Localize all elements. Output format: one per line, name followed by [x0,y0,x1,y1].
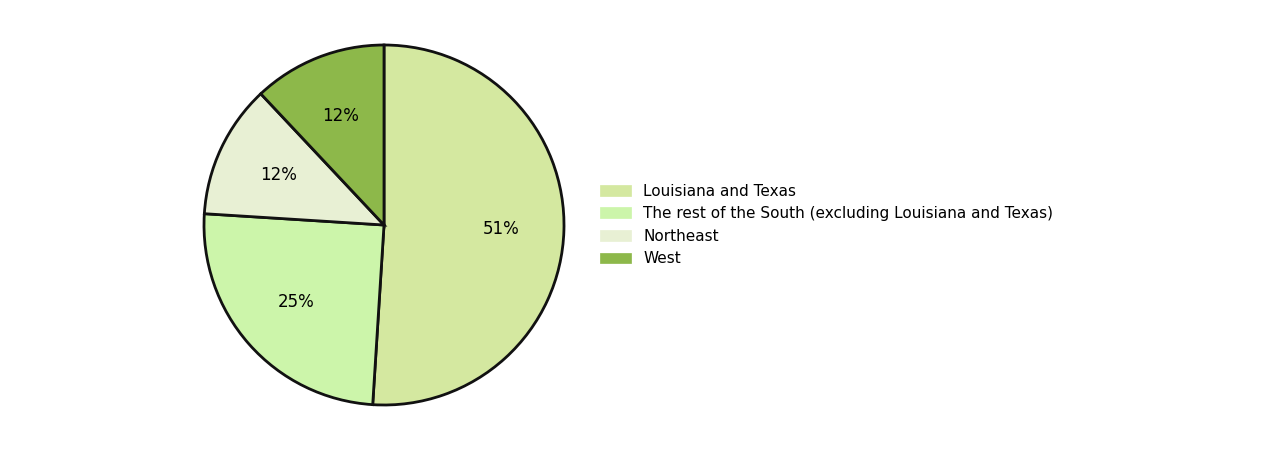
Text: 12%: 12% [323,107,360,125]
Text: 12%: 12% [260,166,297,184]
Wedge shape [205,94,384,225]
Text: 25%: 25% [278,293,315,311]
Text: 51%: 51% [483,220,520,238]
Wedge shape [261,45,384,225]
Legend: Louisiana and Texas, The rest of the South (excluding Louisiana and Texas), Nort: Louisiana and Texas, The rest of the Sou… [594,177,1059,273]
Wedge shape [372,45,564,405]
Wedge shape [204,214,384,405]
